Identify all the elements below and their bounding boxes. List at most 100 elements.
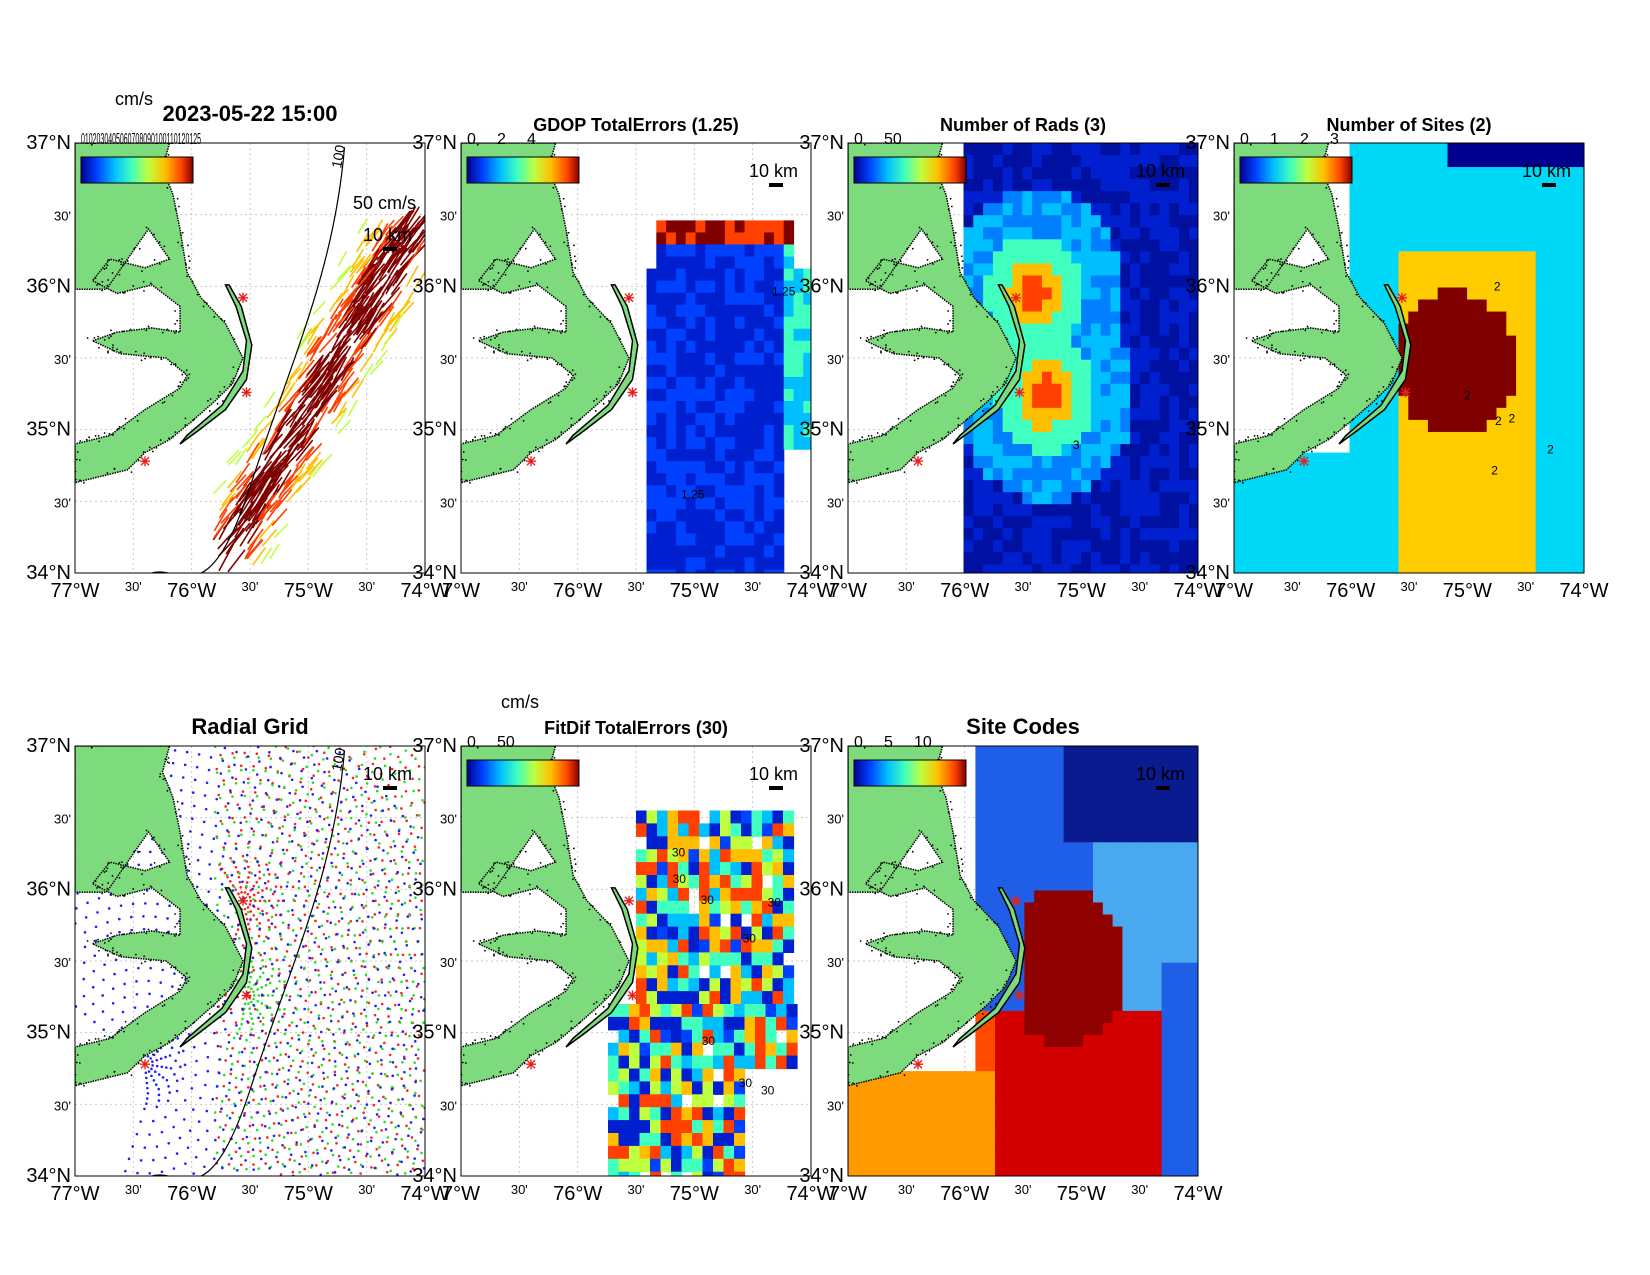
- data-cell: [1535, 143, 1547, 156]
- coast-dot: [1379, 318, 1382, 321]
- radial-grid-point: [250, 1000, 253, 1004]
- data-cell: [1322, 548, 1333, 562]
- coast-dot: [175, 329, 178, 332]
- y-tick-label: 37°N: [799, 132, 844, 154]
- data-cell: [1012, 155, 1023, 168]
- data-cell: [1273, 476, 1284, 490]
- coast-dot: [964, 280, 967, 283]
- data-cell: [1427, 323, 1439, 337]
- coast-dot: [1376, 394, 1379, 397]
- data-cell: [983, 287, 994, 301]
- data-cell: [1418, 552, 1429, 565]
- data-cell: [1408, 431, 1419, 445]
- data-cell: [1574, 203, 1584, 216]
- data-cell: [1149, 444, 1161, 457]
- coast-dot: [896, 427, 898, 430]
- coast-dot: [939, 186, 942, 189]
- coast-dot: [233, 338, 236, 341]
- coast-dot: [880, 279, 883, 281]
- radial-grid-point: [351, 1088, 355, 1091]
- data-cell: [973, 456, 984, 469]
- data-cell: [1139, 419, 1151, 433]
- coast-dot: [180, 234, 182, 237]
- radial-grid-point: [250, 807, 254, 811]
- data-cell: [754, 557, 765, 571]
- data-cell: [1188, 492, 1198, 505]
- data-cell: [1041, 227, 1053, 240]
- data-cell: [1408, 407, 1419, 421]
- current-vector: [400, 215, 421, 242]
- data-cell: [1437, 311, 1449, 325]
- coast-dot: [876, 432, 879, 434]
- coast-dot: [933, 286, 936, 289]
- data-cell: [1476, 540, 1488, 553]
- radial-grid-point: [385, 798, 389, 801]
- radial-grid-point: [234, 1085, 238, 1089]
- data-cell: [1437, 468, 1449, 481]
- data-cell: [1467, 335, 1478, 349]
- data-cell: [992, 492, 1004, 505]
- data-cell: [1555, 239, 1566, 252]
- data-cell: [1506, 287, 1517, 301]
- data-cell: [1506, 552, 1517, 565]
- data-cell: [1051, 179, 1063, 192]
- coast-dot: [1271, 349, 1274, 352]
- data-cell: [1359, 263, 1370, 277]
- coast-dot: [1333, 431, 1336, 434]
- data-cell: [773, 340, 785, 354]
- data-cell: [1149, 263, 1161, 277]
- radial-grid-point: [245, 1038, 248, 1042]
- data-cell: [1388, 540, 1400, 553]
- data-cell: [705, 437, 716, 450]
- radial-grid-point: [358, 865, 362, 868]
- data-cell: [1359, 444, 1370, 457]
- coast-dot: [122, 330, 125, 333]
- data-cell: [1169, 215, 1180, 228]
- radial-grid-point: [266, 1136, 269, 1139]
- data-cell: [1100, 371, 1112, 385]
- data-cell: [1437, 239, 1449, 252]
- data-cell: [1516, 323, 1527, 337]
- coast-dot: [1266, 259, 1269, 262]
- isobath-100m: [151, 147, 346, 573]
- data-cell: [1110, 275, 1121, 289]
- data-cell: [1139, 383, 1151, 397]
- data-cell: [666, 425, 677, 438]
- site-marker: [1299, 456, 1309, 467]
- radial-grid-point: [255, 1046, 259, 1050]
- data-cell: [724, 328, 736, 342]
- data-cell: [1369, 155, 1380, 168]
- coast-dot: [177, 241, 180, 244]
- data-cell: [1012, 564, 1023, 573]
- radial-grid-point: [225, 1047, 229, 1051]
- current-vector: [258, 494, 275, 519]
- data-cell: [685, 376, 697, 390]
- radial-grid-point: [229, 1007, 233, 1011]
- radial-grid-point: [367, 821, 371, 824]
- radial-grid-point: [322, 981, 326, 984]
- data-cell: [1081, 395, 1092, 409]
- radial-grid-point: [363, 1106, 367, 1110]
- data-cell: [1061, 275, 1072, 289]
- data-cell: [1149, 215, 1161, 228]
- data-cell: [1555, 203, 1566, 216]
- data-cell: [1525, 456, 1537, 469]
- data-cell: [1525, 540, 1537, 553]
- radial-grid-point: [359, 786, 363, 790]
- coast-dot: [618, 366, 621, 369]
- coast-dot: [880, 141, 882, 143]
- data-cell: [1535, 395, 1547, 409]
- data-cell: [1447, 516, 1458, 529]
- radial-grid-point: [293, 822, 297, 826]
- data-cell: [1061, 419, 1072, 433]
- data-cell: [1437, 227, 1449, 240]
- data-cell: [1169, 263, 1180, 277]
- data-cell: [1496, 492, 1507, 505]
- coast-dot: [895, 264, 898, 267]
- data-cell: [1041, 540, 1053, 553]
- data-cell: [1486, 263, 1498, 277]
- data-cell: [1012, 516, 1023, 529]
- data-cell: [803, 388, 811, 402]
- data-cell: [1341, 536, 1353, 550]
- radial-grid-point: [387, 1015, 390, 1018]
